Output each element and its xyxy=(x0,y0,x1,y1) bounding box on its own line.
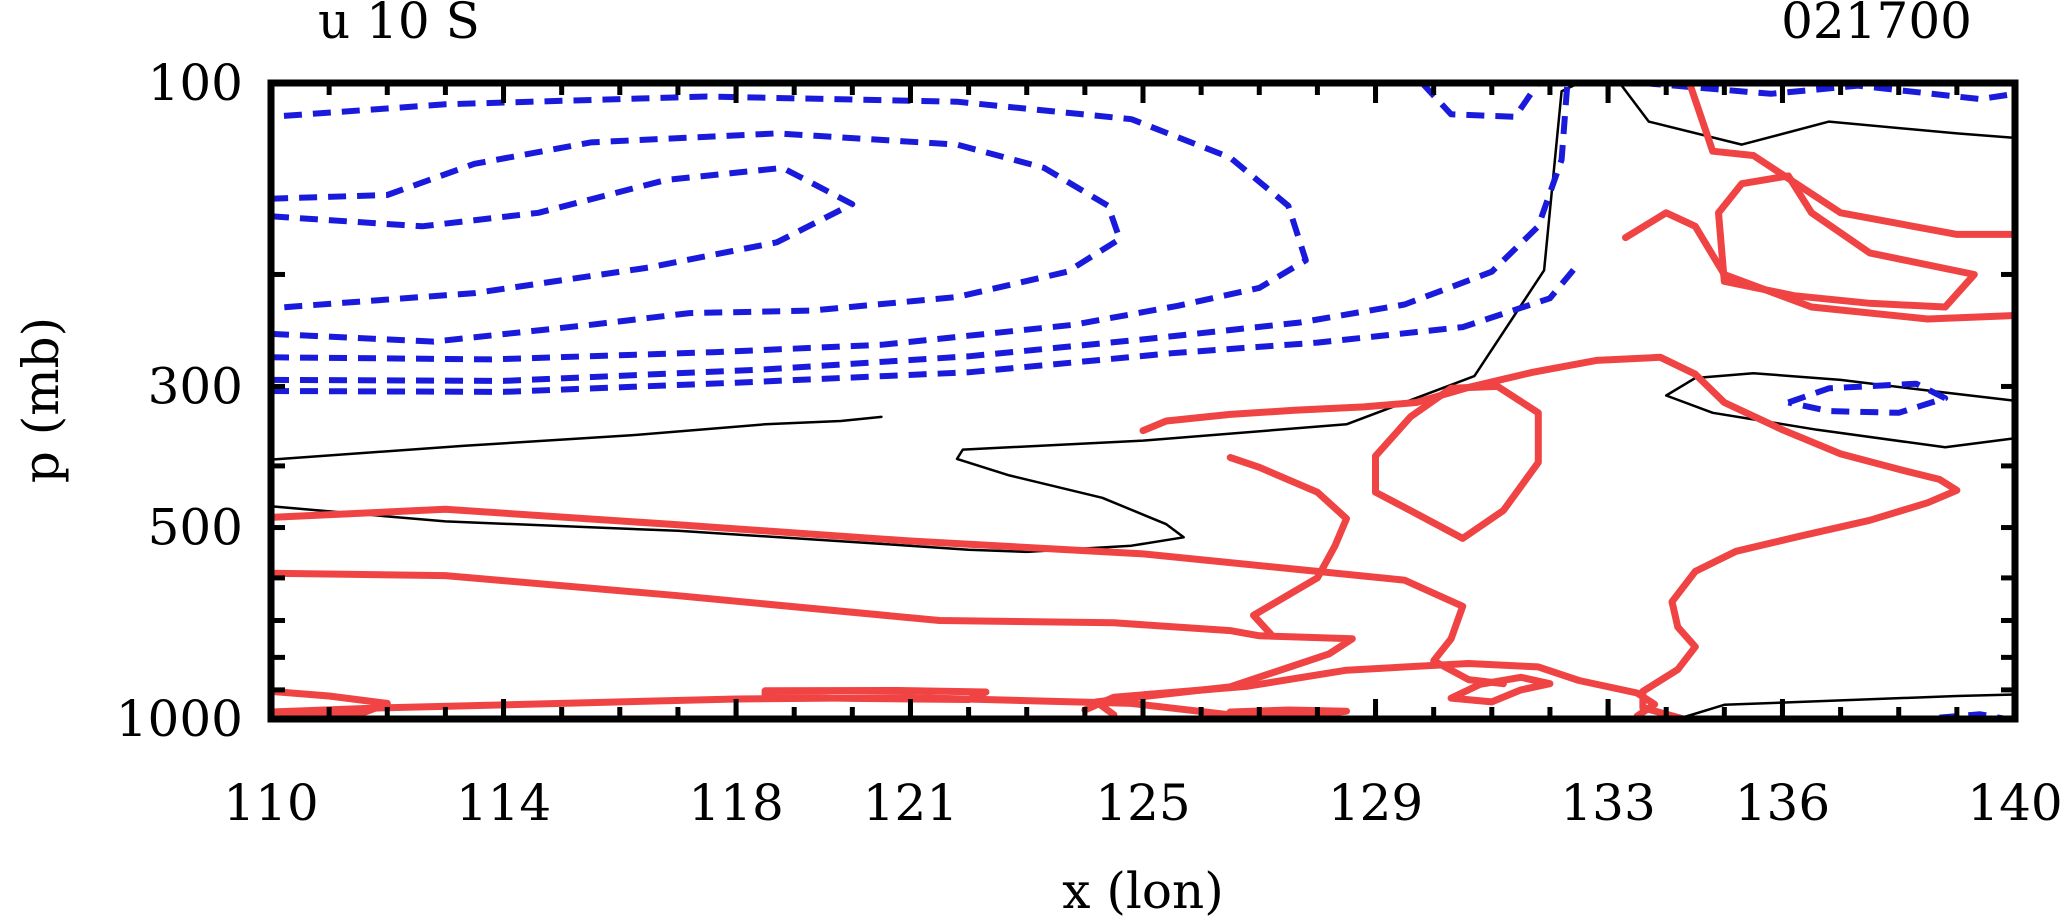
tick-labels: 110 114 118 121 125 129 133 136 140 100 300 500 1000 xyxy=(116,54,2060,832)
contour-positive-19 xyxy=(1139,353,1961,723)
x-tick-label: 133 xyxy=(1560,774,1655,832)
x-tick-label: 140 xyxy=(1967,774,2060,832)
y-tick-label: 1000 xyxy=(116,690,243,748)
title-left: u 10 S xyxy=(318,0,480,50)
x-axis-label: x (lon) xyxy=(1062,862,1223,920)
contour-positive-20 xyxy=(1226,454,1350,638)
contour-positive-21 xyxy=(1447,673,1554,706)
contour-negative-10 xyxy=(1419,80,1541,120)
x-tick-label: 125 xyxy=(1095,774,1190,832)
contour-negative-12 xyxy=(1787,380,1949,416)
y-tick-label: 100 xyxy=(148,54,243,112)
contour-negative-6 xyxy=(270,130,1123,345)
contour-zero-1 xyxy=(269,81,1581,554)
x-tick-label: 118 xyxy=(688,774,783,832)
contour-zero-0 xyxy=(269,415,883,461)
contour-negative-5 xyxy=(270,164,856,312)
contour-positive-24 xyxy=(1686,79,2019,238)
y-axis-label: p (mb) xyxy=(12,317,70,483)
contour-negative-8 xyxy=(270,82,1571,384)
contour-zero-2 xyxy=(1618,81,2017,146)
contour-positive-26 xyxy=(761,687,990,703)
contour-positive-25 xyxy=(1622,209,2019,323)
contour-positive-27 xyxy=(1226,706,1350,719)
x-tick-label: 136 xyxy=(1735,774,1830,832)
y-tick-label: 300 xyxy=(148,357,243,415)
contour-negative-7 xyxy=(270,93,1309,363)
contour-negative-9 xyxy=(270,261,1582,395)
contour-zero-4 xyxy=(1676,693,2017,721)
x-tick-label: 121 xyxy=(863,774,958,832)
contour-positive-22 xyxy=(1372,382,1542,542)
x-tick-label: 129 xyxy=(1328,774,1423,832)
x-tick-label: 110 xyxy=(223,774,318,832)
y-tick-label: 500 xyxy=(148,499,243,557)
plot-frame xyxy=(267,79,2019,723)
title-right: 021700 xyxy=(1781,0,1972,50)
contour-lines xyxy=(267,79,2019,723)
x-tick-label: 114 xyxy=(456,774,551,832)
